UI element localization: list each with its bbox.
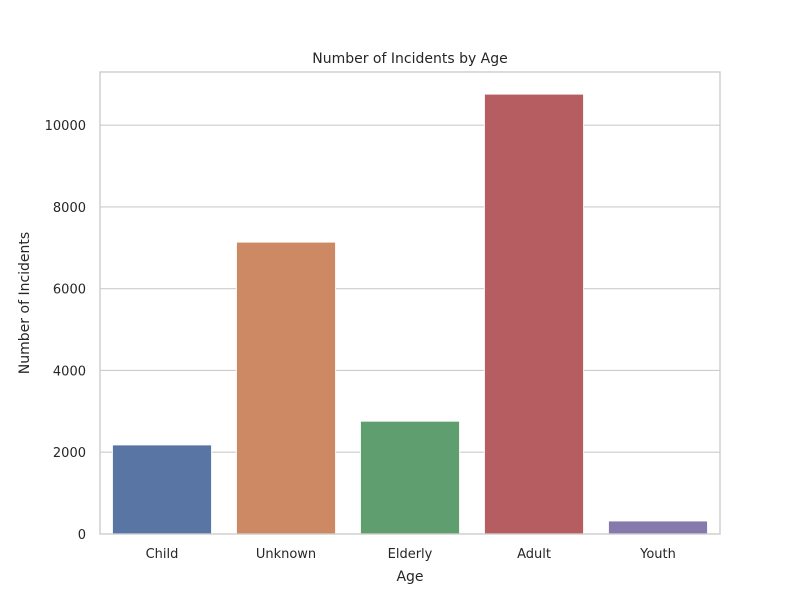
x-tick-label: Youth [639,547,676,562]
bar-youth [607,520,709,535]
chart-title: Number of Incidents by Age [312,51,508,67]
x-tick-label: Unknown [256,547,316,562]
bar-adult [483,93,585,535]
x-tick-label: Child [146,547,179,562]
bar-unknown [235,241,337,535]
y-tick-label: 8000 [53,201,86,216]
y-axis-label: Number of Incidents [17,232,33,374]
x-tick-labels: Child Unknown Elderly Adult Youth [146,547,676,562]
x-axis-label: Age [396,569,423,585]
x-tick-label: Adult [517,547,551,562]
plot-frame [99,71,721,535]
bar-child [111,444,213,535]
bars [111,93,709,535]
y-tick-labels: 0 2000 4000 6000 8000 10000 [45,119,86,543]
y-tick-label: 6000 [53,283,86,298]
y-tick-label: 2000 [53,446,86,461]
bar-elderly [359,420,461,535]
y-tick-label: 4000 [53,364,86,379]
y-tick-label: 10000 [45,119,86,134]
y-tick-label: 0 [78,528,86,543]
x-tick-label: Elderly [388,547,433,562]
